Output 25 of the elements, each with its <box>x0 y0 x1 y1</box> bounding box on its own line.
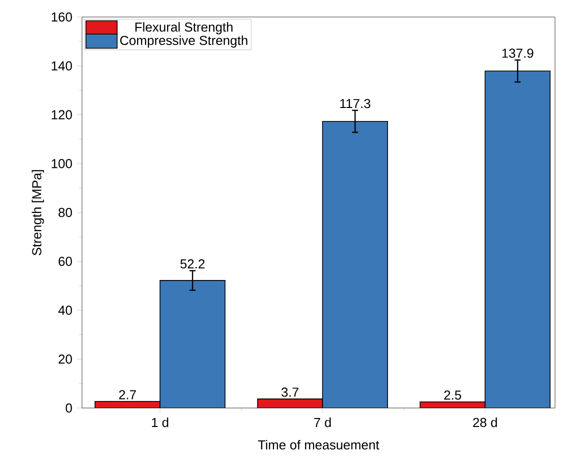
x-tick-label: 28 d <box>473 418 497 428</box>
data-label: 117.3 <box>340 98 370 108</box>
bar <box>484 70 551 408</box>
y-tick-label: 0 <box>66 403 72 413</box>
data-label: 2.5 <box>444 390 462 400</box>
y-tick-label: 40 <box>58 306 72 315</box>
x-tick-label: 1 d <box>152 418 168 428</box>
data-label: 52.2 <box>180 259 205 268</box>
legend-label: Compressive Strength <box>120 35 248 48</box>
data-label: 137.9 <box>502 48 534 58</box>
data-label: 2.7 <box>119 390 136 400</box>
y-tick-label: 140 <box>52 61 72 70</box>
y-tick-label: 120 <box>52 110 72 120</box>
bar <box>160 280 226 408</box>
y-tick-label: 160 <box>52 12 72 22</box>
y-tick-label: 60 <box>58 256 72 266</box>
data-label: 3.7 <box>282 388 298 397</box>
y-tick-label: 20 <box>58 354 72 364</box>
bar <box>322 121 388 408</box>
legend-label: Flexural Strength <box>135 22 232 34</box>
x-tick-label: 7 d <box>314 418 331 428</box>
y-tick-label: 100 <box>52 159 72 168</box>
y-tick-label: 80 <box>58 208 72 218</box>
x-axis-title: Time of measuement <box>258 440 380 450</box>
y-axis-title: Strength [MPa] <box>32 170 44 256</box>
